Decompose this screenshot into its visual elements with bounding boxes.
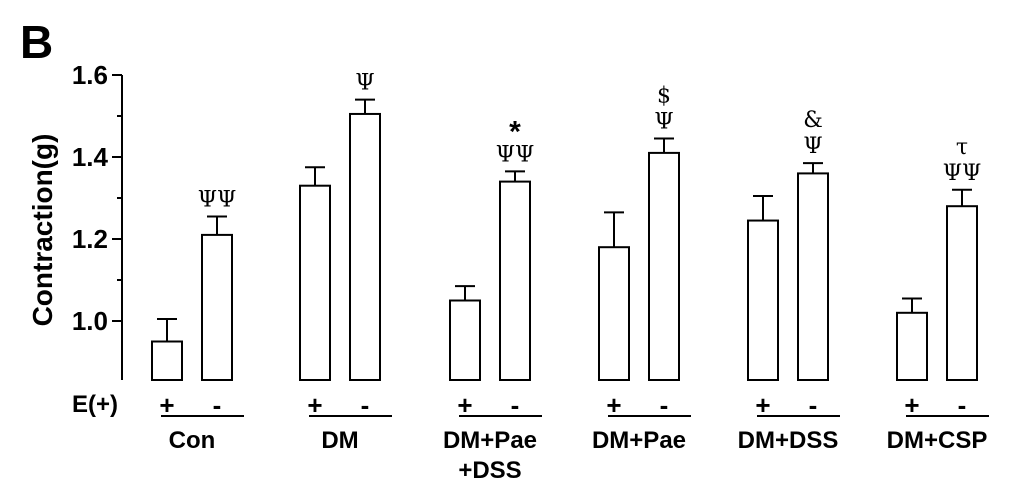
treatment-sign: - — [809, 390, 818, 420]
group-label: DM+DSS — [738, 427, 839, 454]
group-label: DM+Pae — [443, 427, 537, 454]
group-label: DM — [321, 427, 358, 454]
group-label: DM+Pae — [592, 427, 686, 454]
significance-mark: & — [803, 108, 823, 133]
panel-label: B — [20, 16, 53, 68]
treatment-label: E(+) — [72, 391, 118, 418]
bar — [648, 151, 680, 381]
significance-mark: Ψ — [803, 134, 822, 159]
significance-mark: ΨΨ — [943, 161, 982, 186]
group-label: Con — [169, 427, 216, 454]
significance-mark: Ψ — [654, 110, 673, 135]
significance-mark: * — [509, 115, 521, 148]
bar — [747, 219, 779, 381]
bar — [797, 172, 829, 381]
y-tick-label: 1.2 — [72, 224, 108, 254]
treatment-sign: + — [307, 390, 322, 420]
bar — [299, 184, 331, 381]
treatment-sign: + — [159, 390, 174, 420]
treatment-sign: + — [755, 390, 770, 420]
significance-mark: τ — [956, 135, 968, 160]
y-tick-label: 1.6 — [72, 60, 108, 90]
treatment-sign: + — [606, 390, 621, 420]
bar — [449, 299, 481, 381]
significance-mark: $ — [657, 84, 671, 109]
group-label: +DSS — [458, 457, 521, 484]
significance-mark: Ψ — [355, 71, 374, 96]
bar — [598, 246, 630, 381]
bar — [499, 180, 531, 381]
x-labels: + -Con+ -DM+ -DM+Pae+DSS+ -DM+Pae+ -DM+DSS+ -D… — [159, 390, 989, 484]
bar — [349, 112, 381, 381]
treatment-sign: - — [213, 390, 222, 420]
group-label: DM+CSP — [887, 427, 988, 454]
significance-mark: ΨΨ — [496, 142, 535, 167]
axes: 1.0 1.2 1.4 1.6 — [72, 60, 123, 380]
bar — [896, 311, 928, 381]
bar — [201, 233, 233, 381]
y-axis-label: Contraction(g) — [27, 134, 58, 327]
bar — [151, 340, 183, 381]
treatment-sign: - — [361, 390, 370, 420]
treatment-sign: - — [511, 390, 520, 420]
significance-mark: ΨΨ — [198, 187, 237, 212]
treatment-sign: - — [660, 390, 669, 420]
bars: ΨΨΨ*ΨΨ$Ψ &Ψ τΨΨ — [151, 71, 982, 381]
bar — [946, 205, 978, 381]
treatment-sign: + — [457, 390, 472, 420]
y-tick-label: 1.4 — [72, 142, 109, 172]
treatment-sign: + — [904, 390, 919, 420]
treatment-sign: - — [958, 390, 967, 420]
y-tick-label: 1.0 — [72, 306, 108, 336]
